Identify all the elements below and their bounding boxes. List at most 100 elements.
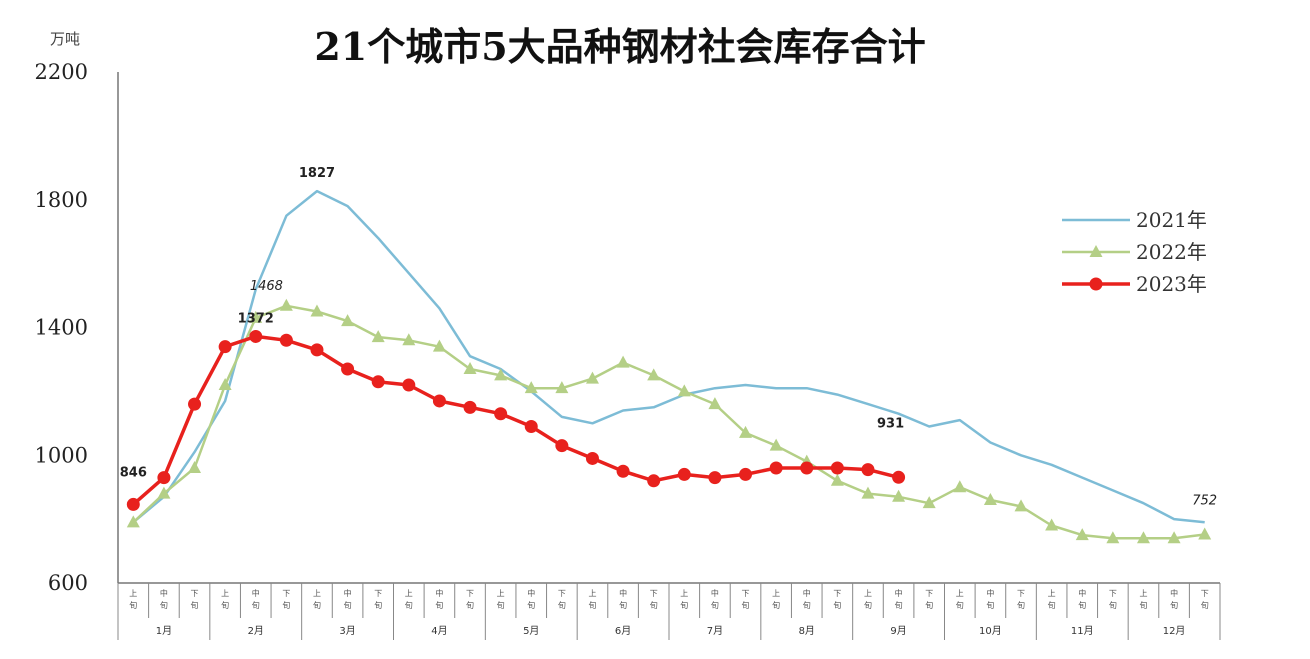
data-point [1106,531,1120,544]
svg-text:旬: 旬 [1170,600,1178,610]
svg-text:旬: 旬 [497,600,505,610]
x-tick-label: 上旬 [221,589,229,610]
data-point [1136,531,1150,544]
svg-text:旬: 旬 [1017,600,1025,610]
data-point [432,339,446,352]
svg-text:上: 上 [588,589,596,598]
x-tick-label: 中旬 [619,588,627,610]
x-month-label: 8月 [799,625,815,637]
y-tick-label: 1000 [35,443,88,467]
data-point [524,420,538,434]
legend-marker [1089,245,1103,257]
svg-text:下: 下 [282,589,290,598]
svg-text:旬: 旬 [160,600,168,610]
svg-text:中: 中 [803,588,811,598]
svg-text:下: 下 [1017,589,1025,598]
data-label: 752 [1192,493,1217,508]
data-point [555,381,569,394]
data-point [677,467,691,481]
data-point [585,371,599,384]
data-point [555,439,569,453]
data-point [861,486,875,499]
x-tick-label: 上旬 [680,589,688,610]
x-month-label: 2月 [248,625,264,637]
data-point [1045,518,1059,531]
x-month-label: 11月 [1071,625,1094,637]
svg-text:旬: 旬 [282,600,290,610]
x-tick-label: 下旬 [558,589,566,610]
legend-marker [1089,277,1103,291]
svg-text:旬: 旬 [833,600,841,610]
x-tick-label: 中旬 [1078,588,1086,610]
svg-text:旬: 旬 [1201,600,1209,610]
svg-text:旬: 旬 [466,600,474,610]
data-point [402,378,416,392]
x-tick-label: 上旬 [956,589,964,610]
svg-text:下: 下 [1109,589,1117,598]
x-tick-label: 下旬 [374,589,382,610]
svg-text:中: 中 [344,588,352,598]
data-point [1075,528,1089,541]
x-tick-label: 中旬 [803,588,811,610]
svg-text:旬: 旬 [680,600,688,610]
svg-text:中: 中 [435,588,443,598]
y-axis-unit: 万吨 [50,30,80,48]
data-point [249,310,263,323]
svg-text:下: 下 [925,589,933,598]
data-point [1167,531,1181,544]
x-month-label: 3月 [339,625,355,637]
data-point [1014,499,1028,512]
x-month-label: 7月 [707,625,723,637]
series-layer [126,189,1212,544]
svg-text:旬: 旬 [1078,600,1086,610]
data-point [953,480,967,493]
data-point [310,304,324,317]
x-month-label: 6月 [615,625,631,637]
x-tick-label: 上旬 [588,589,596,610]
svg-text:旬: 旬 [772,600,780,610]
x-tick-label: 下旬 [833,589,841,610]
svg-text:中: 中 [527,588,535,598]
svg-text:旬: 旬 [252,600,260,610]
data-point [188,461,202,474]
svg-text:下: 下 [833,589,841,598]
data-point [341,362,355,376]
svg-text:下: 下 [466,589,474,598]
data-point [983,492,997,505]
y-tick-label: 1800 [35,188,88,212]
data-point [494,407,508,421]
data-point [677,384,691,397]
data-point [769,438,783,451]
svg-text:上: 上 [129,589,137,598]
svg-text:上: 上 [497,589,505,598]
svg-text:中: 中 [252,588,260,598]
svg-text:上: 上 [1048,589,1056,598]
data-point [463,400,477,414]
data-point [892,489,906,502]
data-point [279,298,293,311]
svg-text:旬: 旬 [650,600,658,610]
data-point [647,368,661,381]
x-tick-label: 下旬 [650,589,658,610]
svg-text:旬: 旬 [527,600,535,610]
svg-text:旬: 旬 [742,600,750,610]
svg-text:旬: 旬 [435,600,443,610]
svg-text:旬: 旬 [129,600,137,610]
legend-label: 2021年 [1136,208,1207,232]
data-point [188,397,202,411]
data-point [892,470,906,484]
x-tick-label: 上旬 [313,589,321,610]
x-month-label: 12月 [1163,625,1186,637]
svg-text:中: 中 [160,588,168,598]
x-tick-label: 下旬 [925,589,933,610]
svg-text:旬: 旬 [1048,600,1056,610]
data-point [218,340,232,354]
data-label: 1468 [250,279,283,294]
x-tick-label: 中旬 [527,588,535,610]
data-point [585,451,599,465]
svg-text:旬: 旬 [588,600,596,610]
x-month-label: 10月 [979,625,1002,637]
data-point [402,333,416,346]
svg-text:上: 上 [772,589,780,598]
x-tick-label: 下旬 [466,589,474,610]
